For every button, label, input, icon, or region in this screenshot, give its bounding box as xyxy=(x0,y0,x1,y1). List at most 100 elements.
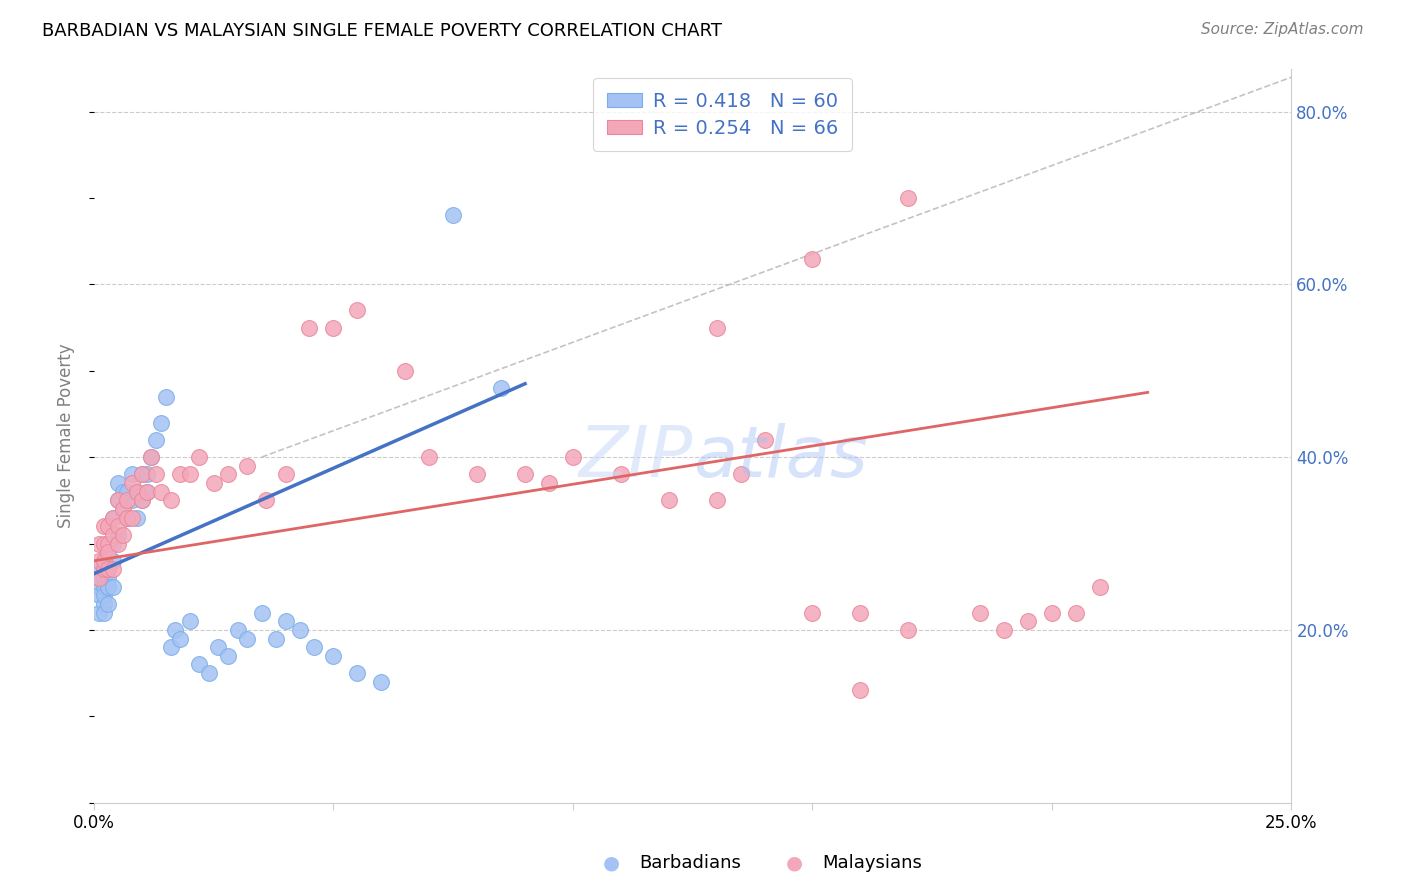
Point xyxy=(87,580,110,594)
Point xyxy=(97,519,120,533)
Point xyxy=(93,554,115,568)
Point xyxy=(97,571,120,585)
Point xyxy=(730,467,752,482)
Point xyxy=(117,510,139,524)
Point xyxy=(93,571,115,585)
Point xyxy=(107,476,129,491)
Text: Barbadians: Barbadians xyxy=(640,855,741,872)
Point xyxy=(101,528,124,542)
Point xyxy=(121,510,143,524)
Point xyxy=(87,536,110,550)
Point xyxy=(441,208,464,222)
Point xyxy=(202,476,225,491)
Point xyxy=(150,416,173,430)
Point xyxy=(101,554,124,568)
Point xyxy=(346,666,368,681)
Point xyxy=(993,623,1015,637)
Point xyxy=(131,493,153,508)
Point xyxy=(135,484,157,499)
Point xyxy=(93,588,115,602)
Point xyxy=(125,484,148,499)
Text: ZIP: ZIP xyxy=(578,423,693,492)
Point xyxy=(1040,606,1063,620)
Text: ●: ● xyxy=(786,854,803,873)
Point xyxy=(107,536,129,550)
Text: BARBADIAN VS MALAYSIAN SINGLE FEMALE POVERTY CORRELATION CHART: BARBADIAN VS MALAYSIAN SINGLE FEMALE POV… xyxy=(42,22,723,40)
Point xyxy=(159,640,181,654)
Point xyxy=(304,640,326,654)
Point xyxy=(131,493,153,508)
Text: ●: ● xyxy=(603,854,620,873)
Point xyxy=(121,467,143,482)
Point xyxy=(97,562,120,576)
Point xyxy=(298,320,321,334)
Point xyxy=(849,683,872,698)
Point xyxy=(93,554,115,568)
Point xyxy=(135,467,157,482)
Point xyxy=(169,467,191,482)
Point xyxy=(250,606,273,620)
Point xyxy=(322,320,344,334)
Point xyxy=(207,640,229,654)
Point xyxy=(101,562,124,576)
Point xyxy=(274,614,297,628)
Legend: R = 0.418   N = 60, R = 0.254   N = 66: R = 0.418 N = 60, R = 0.254 N = 66 xyxy=(593,78,852,152)
Point xyxy=(93,519,115,533)
Point xyxy=(706,320,728,334)
Point xyxy=(179,467,201,482)
Point xyxy=(145,433,167,447)
Point xyxy=(121,476,143,491)
Point xyxy=(111,528,134,542)
Point xyxy=(101,510,124,524)
Point xyxy=(135,484,157,499)
Point xyxy=(322,648,344,663)
Point xyxy=(561,450,583,464)
Point xyxy=(97,562,120,576)
Text: atlas: atlas xyxy=(693,423,868,492)
Point xyxy=(101,510,124,524)
Point xyxy=(1017,614,1039,628)
Point xyxy=(117,493,139,508)
Point xyxy=(706,493,728,508)
Text: Source: ZipAtlas.com: Source: ZipAtlas.com xyxy=(1201,22,1364,37)
Point xyxy=(513,467,536,482)
Point xyxy=(150,484,173,499)
Point xyxy=(117,484,139,499)
Point xyxy=(93,580,115,594)
Point xyxy=(141,450,163,464)
Point xyxy=(217,648,239,663)
Point xyxy=(97,536,120,550)
Point xyxy=(370,674,392,689)
Point xyxy=(97,597,120,611)
Point xyxy=(97,580,120,594)
Point xyxy=(165,623,187,637)
Point xyxy=(93,562,115,576)
Point xyxy=(87,588,110,602)
Point xyxy=(93,562,115,576)
Point xyxy=(159,493,181,508)
Point xyxy=(254,493,277,508)
Point xyxy=(145,467,167,482)
Point xyxy=(418,450,440,464)
Point xyxy=(610,467,633,482)
Point xyxy=(155,390,177,404)
Point xyxy=(1064,606,1087,620)
Point xyxy=(658,493,681,508)
Point xyxy=(801,252,824,266)
Point xyxy=(897,191,920,205)
Point xyxy=(93,606,115,620)
Point xyxy=(97,545,120,559)
Point xyxy=(141,450,163,464)
Point xyxy=(969,606,991,620)
Point xyxy=(87,606,110,620)
Point xyxy=(274,467,297,482)
Point xyxy=(87,571,110,585)
Y-axis label: Single Female Poverty: Single Female Poverty xyxy=(58,343,75,528)
Point xyxy=(101,536,124,550)
Point xyxy=(346,303,368,318)
Point xyxy=(87,562,110,576)
Point xyxy=(236,458,259,473)
Point xyxy=(849,606,872,620)
Point xyxy=(801,606,824,620)
Text: Malaysians: Malaysians xyxy=(823,855,922,872)
